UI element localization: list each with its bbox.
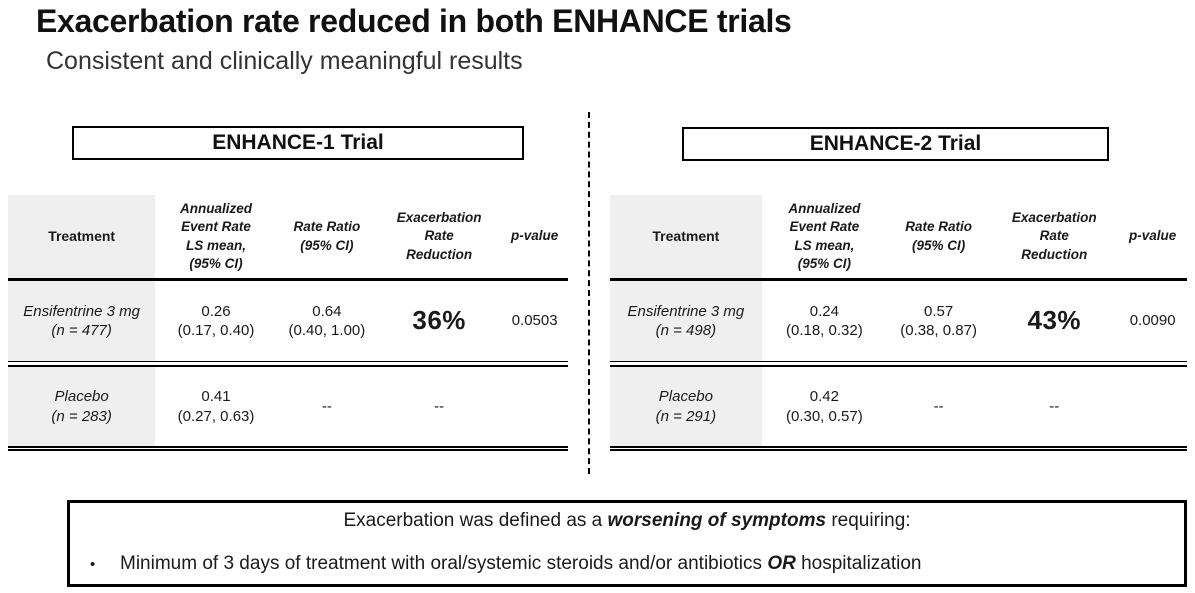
- cell-rate-ratio: --: [933, 397, 944, 415]
- cell-treatment: Ensifentrine 3 mg (n = 498): [610, 281, 762, 361]
- cell-reduction: --: [434, 397, 445, 415]
- definition-bullet-text: Minimum of 3 days of treatment with oral…: [120, 553, 922, 575]
- trial-1-header-row: Treatment Annualized Event Rate LS mean,…: [8, 195, 568, 281]
- trial-2-header-row: Treatment Annualized Event Rate LS mean,…: [610, 195, 1187, 281]
- dashed-divider-line: [588, 112, 590, 474]
- cell-treatment: Placebo (n = 291): [610, 367, 762, 446]
- header-cell-p-value: p-value: [511, 228, 559, 244]
- definition-heading-suffix: requiring:: [826, 510, 911, 531]
- header-cell-event-rate: Annualized Event Rate LS mean, (95% CI): [180, 201, 253, 271]
- header-cell-p-value: p-value: [1129, 228, 1177, 244]
- header-cell-reduction: Exacerbation Rate Reduction: [396, 210, 482, 262]
- cell-p-value: 0.0503: [511, 312, 558, 330]
- table-row: Placebo (n = 291) 0.42 (0.30, 0.57) -- -…: [610, 367, 1187, 446]
- row-separator: [8, 361, 568, 367]
- bullet-prefix: Minimum of 3 days of treatment with oral…: [120, 553, 768, 574]
- table-row: Ensifentrine 3 mg (n = 498) 0.24 (0.18, …: [610, 281, 1187, 361]
- definition-heading-emphasis: worsening of symptoms: [607, 510, 827, 531]
- table-row: Ensifentrine 3 mg (n = 477) 0.26 (0.17, …: [8, 281, 568, 361]
- header-cell-treatment: Treatment: [8, 195, 156, 278]
- cell-event-rate: 0.41 (0.27, 0.63): [177, 388, 255, 425]
- trial-1-table: Treatment Annualized Event Rate LS mean,…: [8, 195, 568, 451]
- bullet-suffix: hospitalization: [795, 553, 922, 574]
- bullet-emphasis: OR: [767, 553, 796, 574]
- table-row: Placebo (n = 283) 0.41 (0.27, 0.63) -- -…: [8, 367, 568, 446]
- cell-reduction: 43%: [1027, 305, 1082, 336]
- header-cell-rate-ratio: Rate Ratio (95% CI): [293, 219, 361, 253]
- cell-reduction: --: [1049, 397, 1060, 415]
- trial-2-title: ENHANCE-2 Trial: [809, 132, 982, 155]
- definition-heading: Exacerbation was defined as a worsening …: [70, 510, 1184, 532]
- cell-event-rate: 0.42 (0.30, 0.57): [785, 388, 863, 425]
- cell-p-value: [1118, 367, 1187, 446]
- bullet-marker: •: [90, 556, 96, 573]
- page-title: Exacerbation rate reduced in both ENHANC…: [36, 3, 792, 39]
- cell-treatment: Placebo (n = 283): [8, 367, 156, 446]
- cell-treatment: Ensifentrine 3 mg (n = 477): [8, 281, 156, 361]
- cell-rate-ratio: 0.57 (0.38, 0.87): [900, 302, 977, 340]
- cell-p-value: [501, 367, 568, 446]
- header-cell-rate-ratio: Rate Ratio (95% CI): [905, 219, 972, 253]
- cell-event-rate: 0.24 (0.18, 0.32): [785, 302, 863, 340]
- definition-box: Exacerbation was defined as a worsening …: [67, 500, 1187, 587]
- definition-heading-prefix: Exacerbation was defined as a: [343, 510, 608, 531]
- cell-reduction: 36%: [412, 305, 466, 336]
- table-bottom-border: [610, 446, 1187, 451]
- table-bottom-border: [8, 446, 568, 451]
- header-cell-treatment: Treatment: [610, 195, 762, 278]
- header-cell-event-rate: Annualized Event Rate LS mean, (95% CI): [788, 201, 861, 271]
- header-cell-reduction: Exacerbation Rate Reduction: [1011, 210, 1097, 262]
- trial-2-table: Treatment Annualized Event Rate LS mean,…: [610, 195, 1187, 451]
- trial-2-header-box: ENHANCE-2 Trial: [682, 127, 1109, 161]
- cell-p-value: 0.0090: [1129, 312, 1176, 330]
- definition-bullet: • Minimum of 3 days of treatment with or…: [70, 553, 1184, 575]
- cell-event-rate: 0.26 (0.17, 0.40): [177, 302, 255, 340]
- page-subtitle: Consistent and clinically meaningful res…: [46, 47, 523, 75]
- trial-1-header-box: ENHANCE-1 Trial: [72, 126, 524, 160]
- row-separator: [610, 361, 1187, 367]
- trial-1-title: ENHANCE-1 Trial: [212, 131, 384, 154]
- cell-rate-ratio: 0.64 (0.40, 1.00): [288, 302, 366, 340]
- cell-rate-ratio: --: [321, 397, 332, 415]
